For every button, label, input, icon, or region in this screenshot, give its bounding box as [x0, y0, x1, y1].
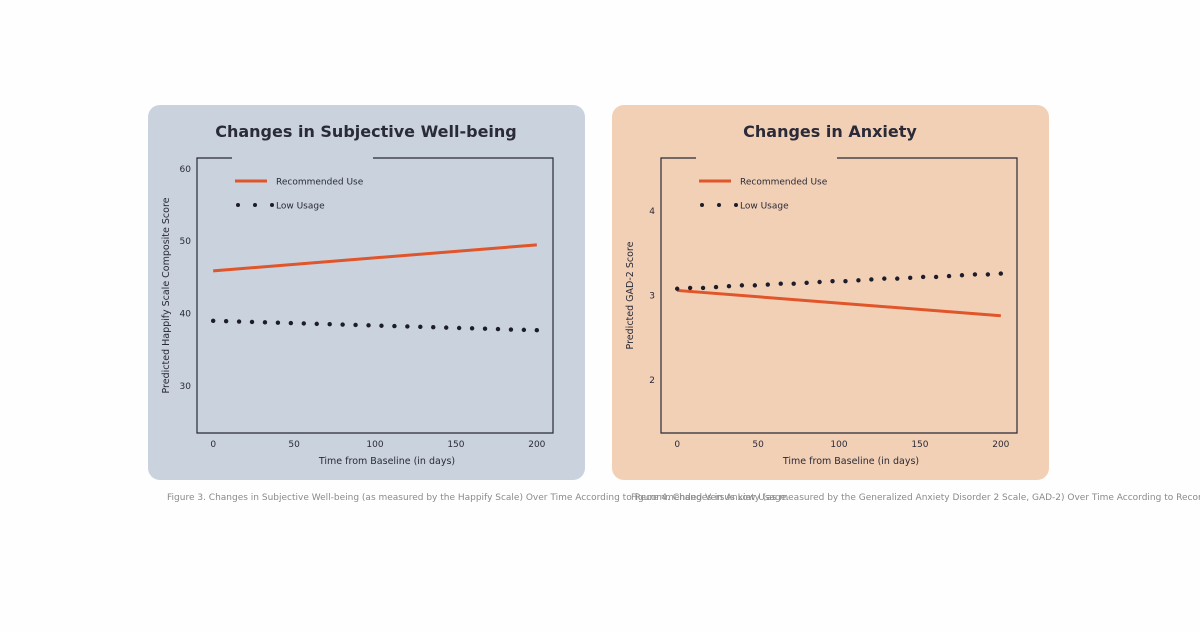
data-point	[495, 326, 501, 332]
caption: Figure 3. Changes in Subjective Well-bei…	[167, 493, 789, 503]
data-point	[726, 284, 732, 289]
data-point	[920, 274, 926, 280]
x-tick-label: 200	[528, 440, 545, 450]
legend-dot	[236, 203, 240, 207]
legend-dot	[717, 203, 721, 207]
data-point	[778, 281, 783, 286]
x-tick-label: 50	[752, 440, 764, 450]
data-point	[508, 327, 514, 332]
y-axis-label: Predicted GAD-2 Score	[625, 241, 636, 349]
data-point	[534, 328, 540, 333]
data-point	[972, 272, 978, 277]
data-point	[262, 320, 268, 325]
data-point	[353, 322, 358, 328]
data-point	[959, 273, 965, 278]
chart-title: Changes in Subjective Well-being	[215, 122, 517, 141]
data-point	[210, 318, 216, 324]
y-tick-label: 40	[180, 310, 192, 320]
data-point	[946, 273, 952, 279]
data-point	[249, 319, 255, 325]
frame	[196, 157, 554, 434]
legend-label: Recommended Use	[276, 178, 364, 188]
data-point	[392, 323, 397, 329]
panel	[148, 105, 585, 480]
y-tick-label: 2	[649, 376, 655, 386]
data-point	[817, 279, 822, 285]
chart-title: Changes in Anxiety	[743, 122, 917, 141]
series-line	[213, 243, 537, 273]
data-point	[236, 319, 242, 324]
data-point	[418, 324, 423, 330]
legend-label: Low Usage	[276, 202, 325, 212]
data-point	[843, 278, 848, 284]
data-point	[882, 276, 887, 281]
x-tick-label: 50	[288, 440, 300, 450]
data-point	[314, 321, 319, 327]
data-point	[223, 318, 229, 324]
data-point	[856, 278, 861, 283]
y-tick-label: 50	[180, 237, 192, 247]
data-point	[791, 281, 796, 286]
data-point	[739, 283, 745, 288]
data-point	[933, 274, 939, 280]
x-tick-label: 150	[911, 440, 928, 450]
data-point	[327, 322, 332, 327]
x-tick-label: 0	[210, 440, 216, 450]
data-point	[456, 325, 462, 331]
data-point	[444, 325, 449, 330]
data-point	[275, 320, 281, 325]
data-point	[379, 323, 384, 328]
x-tick-label: 100	[366, 440, 383, 450]
data-point	[521, 327, 527, 333]
data-point	[301, 321, 306, 326]
data-point	[713, 284, 719, 290]
x-tick-label: 150	[447, 440, 464, 450]
data-point	[895, 276, 900, 281]
x-tick-label: 0	[674, 440, 680, 450]
x-tick-label: 100	[830, 440, 847, 450]
x-tick-label: 200	[992, 440, 1009, 450]
series-line	[677, 288, 1001, 318]
data-point	[687, 285, 693, 291]
y-tick-label: 3	[649, 292, 655, 302]
data-point	[830, 278, 835, 284]
data-point	[804, 280, 809, 286]
frame	[660, 157, 1018, 434]
legend-label: Low Usage	[740, 202, 789, 212]
data-point	[765, 282, 770, 287]
y-tick-label: 60	[180, 165, 192, 175]
data-point	[340, 322, 345, 327]
data-point	[405, 324, 410, 329]
data-point	[998, 271, 1004, 276]
data-point	[288, 320, 294, 326]
data-point	[431, 324, 436, 330]
legend-label: Recommended Use	[740, 178, 828, 188]
panel	[612, 105, 1049, 480]
data-point	[908, 275, 913, 280]
data-point	[674, 286, 680, 291]
y-axis-label: Predicted Happify Scale Composite Score	[161, 197, 172, 393]
legend-dot	[734, 203, 738, 207]
data-point	[700, 285, 706, 291]
legend-dot	[700, 203, 704, 207]
data-point	[869, 277, 874, 282]
y-tick-label: 4	[649, 207, 655, 217]
y-tick-label: 30	[180, 382, 192, 392]
x-axis-label: Time from Baseline (in days)	[318, 456, 455, 467]
x-axis-label: Time from Baseline (in days)	[782, 456, 919, 467]
data-point	[985, 272, 991, 277]
data-point	[366, 323, 371, 328]
legend-dot	[270, 203, 274, 207]
legend-dot	[253, 203, 257, 207]
data-point	[482, 326, 488, 331]
data-point	[469, 326, 475, 331]
data-point	[752, 283, 758, 288]
caption: Figure 4. Changes in Anxiety (as measure…	[631, 493, 1200, 503]
